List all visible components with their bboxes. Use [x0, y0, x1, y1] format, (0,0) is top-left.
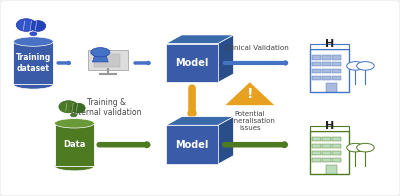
FancyBboxPatch shape [332, 69, 341, 73]
FancyBboxPatch shape [88, 50, 128, 70]
Circle shape [347, 62, 364, 70]
Ellipse shape [30, 21, 46, 31]
FancyBboxPatch shape [166, 125, 218, 164]
Text: Clinical Validation: Clinical Validation [225, 45, 289, 51]
Ellipse shape [16, 19, 36, 31]
Circle shape [347, 143, 364, 152]
FancyBboxPatch shape [332, 158, 341, 162]
Ellipse shape [30, 32, 37, 36]
Text: Data: Data [63, 140, 86, 149]
Polygon shape [224, 82, 276, 106]
Polygon shape [218, 117, 234, 164]
Text: Model: Model [175, 140, 209, 150]
FancyBboxPatch shape [322, 144, 331, 148]
FancyBboxPatch shape [322, 76, 331, 80]
Text: Training &
internal validation: Training & internal validation [71, 98, 142, 117]
Circle shape [91, 48, 110, 57]
FancyBboxPatch shape [312, 62, 321, 66]
FancyBboxPatch shape [166, 44, 218, 83]
Polygon shape [92, 56, 108, 62]
FancyBboxPatch shape [332, 62, 341, 66]
FancyBboxPatch shape [332, 151, 341, 155]
FancyBboxPatch shape [326, 165, 337, 174]
FancyBboxPatch shape [326, 83, 337, 92]
FancyBboxPatch shape [310, 126, 350, 131]
Ellipse shape [14, 37, 53, 46]
Text: Potential
Generalisation
issues: Potential Generalisation issues [224, 111, 275, 131]
Ellipse shape [70, 113, 77, 117]
Ellipse shape [72, 103, 85, 113]
FancyBboxPatch shape [322, 137, 331, 141]
Ellipse shape [14, 80, 53, 89]
FancyBboxPatch shape [322, 55, 331, 60]
FancyBboxPatch shape [332, 144, 341, 148]
FancyBboxPatch shape [312, 137, 321, 141]
FancyBboxPatch shape [322, 151, 331, 155]
Ellipse shape [54, 119, 94, 128]
Text: Model: Model [175, 58, 209, 68]
FancyBboxPatch shape [332, 55, 341, 60]
Ellipse shape [59, 101, 78, 113]
FancyBboxPatch shape [94, 54, 120, 67]
Text: H: H [325, 39, 334, 49]
FancyBboxPatch shape [310, 131, 350, 174]
Polygon shape [218, 35, 234, 83]
FancyBboxPatch shape [310, 49, 350, 92]
FancyBboxPatch shape [332, 137, 341, 141]
Polygon shape [166, 35, 234, 44]
Polygon shape [166, 117, 234, 125]
Ellipse shape [54, 161, 94, 171]
FancyBboxPatch shape [312, 144, 321, 148]
FancyBboxPatch shape [312, 158, 321, 162]
Circle shape [357, 62, 374, 70]
FancyBboxPatch shape [312, 55, 321, 60]
Circle shape [357, 143, 374, 152]
FancyBboxPatch shape [312, 69, 321, 73]
FancyBboxPatch shape [54, 123, 94, 166]
Text: H: H [325, 121, 334, 131]
FancyBboxPatch shape [312, 76, 321, 80]
FancyBboxPatch shape [332, 76, 341, 80]
FancyBboxPatch shape [322, 69, 331, 73]
FancyBboxPatch shape [310, 44, 350, 49]
FancyBboxPatch shape [322, 158, 331, 162]
FancyBboxPatch shape [14, 42, 53, 84]
Text: Training
dataset: Training dataset [16, 53, 51, 73]
FancyBboxPatch shape [312, 151, 321, 155]
Text: !: ! [246, 87, 253, 101]
FancyBboxPatch shape [322, 62, 331, 66]
